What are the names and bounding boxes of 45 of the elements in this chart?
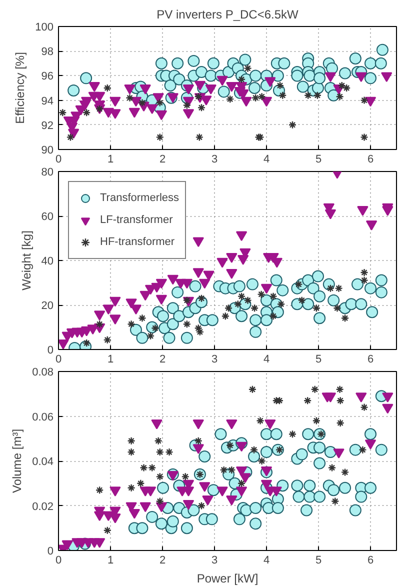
x-tick-label: 3 <box>211 154 218 166</box>
x-tick-label: 0 <box>55 154 62 166</box>
y-axis-title: Weight [kg] <box>19 230 34 290</box>
x-tick-label: 6 <box>367 154 374 166</box>
y-tick-label: 40 <box>41 256 54 268</box>
x-tick-label: 3 <box>211 554 218 566</box>
y-tick-label: 0 <box>47 344 54 356</box>
x-tick-label: 6 <box>367 354 374 366</box>
x-tick-label: 1 <box>107 554 114 566</box>
y-axis-title: Volume [m³] <box>10 428 24 494</box>
y-tick-label: 0 <box>47 546 54 558</box>
x-tick-label: 2 <box>159 154 166 166</box>
y-tick-label: 0.02 <box>32 500 54 513</box>
chart-title: PV inverters P_DC<6.5kW <box>156 8 300 22</box>
x-tick-label: 2 <box>159 354 166 366</box>
x-tick-label: 0 <box>55 354 62 366</box>
x-tick-label: 3 <box>211 354 218 366</box>
y-axis-title: Efficiency [%] <box>13 52 28 124</box>
x-tick-label: 0 <box>55 554 62 566</box>
legend-label: HF-transformer <box>100 236 175 248</box>
y-tick-label: 80 <box>41 166 54 178</box>
y-tick-label: 96 <box>41 70 54 83</box>
x-tick-label: 4 <box>263 154 270 166</box>
x-tick-label: 1 <box>107 154 114 166</box>
legend-label: LF-transformer <box>100 214 173 226</box>
y-tick-label: 0.08 <box>32 366 54 378</box>
y-tick-label: 60 <box>41 211 54 223</box>
y-tick-label: 98 <box>41 46 54 58</box>
x-tick-label: 4 <box>263 354 270 366</box>
y-tick-label: 20 <box>41 300 54 312</box>
y-tick-label: 94 <box>41 95 54 108</box>
y-tick-label: 92 <box>41 120 54 132</box>
y-tick-label: 0.06 <box>32 411 54 424</box>
x-tick-label: 4 <box>263 554 270 566</box>
x-tick-label: 5 <box>315 554 322 566</box>
x-tick-label: 5 <box>315 154 322 166</box>
y-tick-label: 100 <box>35 22 54 34</box>
y-tick-label: 90 <box>41 144 54 156</box>
x-axis-title: Power [kW] <box>196 572 258 586</box>
x-tick-label: 2 <box>159 554 166 566</box>
legend-label: Transformerless <box>100 192 180 204</box>
y-tick-label: 0.04 <box>32 456 54 468</box>
x-tick-label: 1 <box>107 354 114 366</box>
x-tick-label: 6 <box>367 554 374 566</box>
x-tick-label: 5 <box>315 354 322 366</box>
